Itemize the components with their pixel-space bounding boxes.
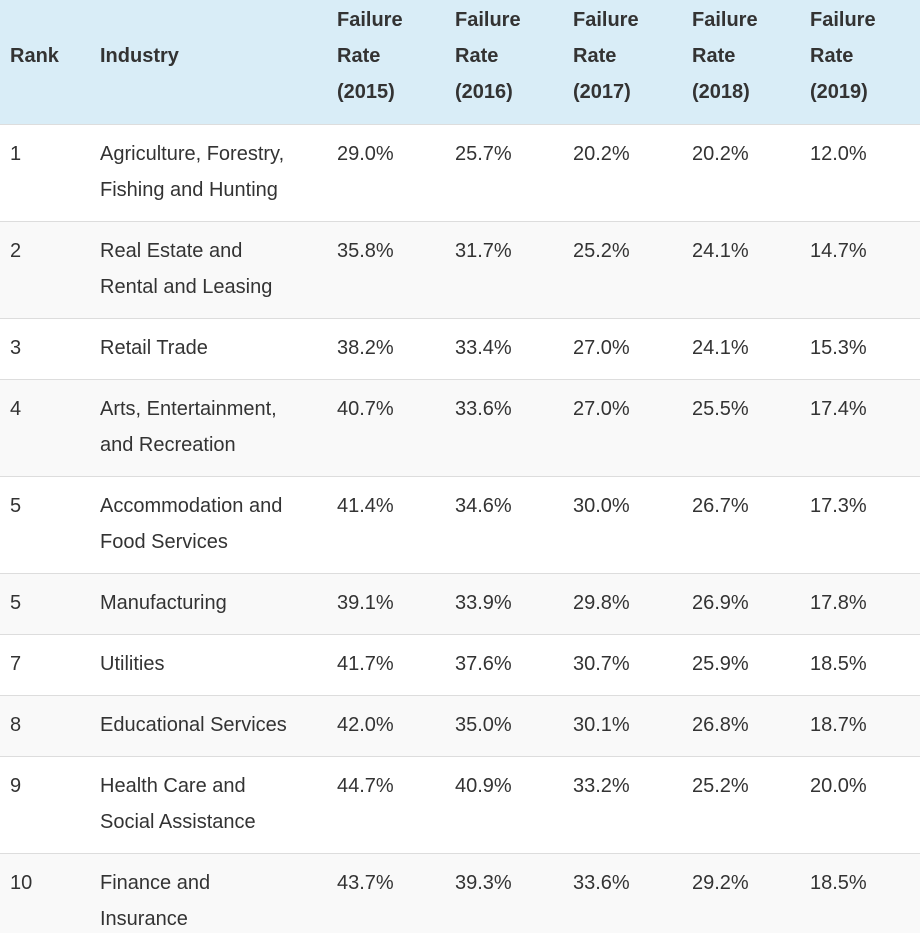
rate-cell: 37.6% [446, 634, 564, 696]
rate-cell: 14.7% [801, 221, 920, 319]
rate-cell: 20.2% [683, 124, 801, 222]
rate-cell: 12.0% [801, 124, 920, 222]
rank-cell: 5 [0, 476, 90, 574]
rate-cell: 24.1% [683, 221, 801, 319]
rank-cell: 3 [0, 318, 90, 380]
rate-cell: 35.0% [446, 695, 564, 757]
industry-cell: Accommodation and Food Services [90, 476, 328, 574]
rank-cell: 1 [0, 124, 90, 222]
rate-cell: 18.7% [801, 695, 920, 757]
rate-cell: 39.1% [328, 573, 446, 635]
table-row: 7 Utilities 41.7% 37.6% 30.7% 25.9% 18.5% [0, 634, 920, 696]
rank-cell: 9 [0, 756, 90, 854]
table-header: Rank Industry Failure Rate (2015) Failure R… [0, 0, 920, 125]
header-row: Rank Industry Failure Rate (2015) Failure R… [0, 0, 920, 125]
rate-cell: 26.8% [683, 695, 801, 757]
header-cell: Failure Rate (2019) [801, 0, 920, 125]
rate-cell: 42.0% [328, 695, 446, 757]
rate-cell: 15.3% [801, 318, 920, 380]
table-body: 1 Agriculture, Forestry, Fishing and Hunt… [0, 124, 920, 933]
industry-cell: Utilities [90, 634, 328, 696]
rate-cell: 25.5% [683, 379, 801, 477]
table-row: 5 Manufacturing 39.1% 33.9% 29.8% 26.9% 17.8% [0, 573, 920, 635]
rate-cell: 18.5% [801, 853, 920, 933]
rate-cell: 33.9% [446, 573, 564, 635]
industry-cell: Health Care and Social Assistance [90, 756, 328, 854]
rate-cell: 39.3% [446, 853, 564, 933]
rate-cell: 25.7% [446, 124, 564, 222]
rate-cell: 30.7% [564, 634, 683, 696]
table-row: 5 Accommodation and Food Services 41.4% 34.… [0, 476, 920, 574]
header-cell: Failure Rate (2015) [328, 0, 446, 125]
rank-cell: 2 [0, 221, 90, 319]
rank-cell: 10 [0, 853, 90, 933]
rate-cell: 17.4% [801, 379, 920, 477]
rate-cell: 33.4% [446, 318, 564, 380]
table-row: 1 Agriculture, Forestry, Fishing and Hunt… [0, 124, 920, 222]
header-cell: Failure Rate (2017) [564, 0, 683, 125]
rank-cell: 7 [0, 634, 90, 696]
rate-cell: 33.6% [446, 379, 564, 477]
rank-cell: 8 [0, 695, 90, 757]
rate-cell: 26.7% [683, 476, 801, 574]
header-cell: Failure Rate (2018) [683, 0, 801, 125]
table-row: 8 Educational Services 42.0% 35.0% 30.1% 26.8… [0, 695, 920, 757]
rate-cell: 17.3% [801, 476, 920, 574]
industry-cell: Retail Trade [90, 318, 328, 380]
rate-cell: 26.9% [683, 573, 801, 635]
table-row: 10 Finance and Insurance 43.7% 39.3% 33.6% 29… [0, 853, 920, 933]
rate-cell: 34.6% [446, 476, 564, 574]
rate-cell: 25.2% [564, 221, 683, 319]
rate-cell: 27.0% [564, 318, 683, 380]
rate-cell: 40.9% [446, 756, 564, 854]
rank-cell: 4 [0, 379, 90, 477]
rate-cell: 35.8% [328, 221, 446, 319]
rate-cell: 17.8% [801, 573, 920, 635]
rate-cell: 25.9% [683, 634, 801, 696]
industry-cell: Finance and Insurance [90, 853, 328, 933]
rate-cell: 41.4% [328, 476, 446, 574]
rate-cell: 29.2% [683, 853, 801, 933]
header-cell: Rank [0, 0, 90, 125]
rate-cell: 29.0% [328, 124, 446, 222]
rate-cell: 43.7% [328, 853, 446, 933]
header-cell: Failure Rate (2016) [446, 0, 564, 125]
table-row: 3 Retail Trade 38.2% 33.4% 27.0% 24.1% 15.3% [0, 318, 920, 380]
rate-cell: 24.1% [683, 318, 801, 380]
industry-cell: Manufacturing [90, 573, 328, 635]
rate-cell: 33.6% [564, 853, 683, 933]
rate-cell: 25.2% [683, 756, 801, 854]
rate-cell: 30.1% [564, 695, 683, 757]
rate-cell: 38.2% [328, 318, 446, 380]
table-row: 4 Arts, Entertainment, and Recreation 40.7… [0, 379, 920, 477]
header-cell: Industry [90, 0, 328, 125]
rate-cell: 44.7% [328, 756, 446, 854]
rate-cell: 33.2% [564, 756, 683, 854]
table-row: 2 Real Estate and Rental and Leasing 35.8%… [0, 221, 920, 319]
rate-cell: 30.0% [564, 476, 683, 574]
industry-cell: Arts, Entertainment, and Recreation [90, 379, 328, 477]
industry-cell: Educational Services [90, 695, 328, 757]
rate-cell: 20.2% [564, 124, 683, 222]
industry-cell: Agriculture, Forestry, Fishing and Hunti… [90, 124, 328, 222]
rate-cell: 29.8% [564, 573, 683, 635]
rate-cell: 27.0% [564, 379, 683, 477]
rate-cell: 41.7% [328, 634, 446, 696]
table-row: 9 Health Care and Social Assistance 44.7% 4… [0, 756, 920, 854]
rate-cell: 20.0% [801, 756, 920, 854]
industry-cell: Real Estate and Rental and Leasing [90, 221, 328, 319]
rate-cell: 18.5% [801, 634, 920, 696]
rank-cell: 5 [0, 573, 90, 635]
rate-cell: 31.7% [446, 221, 564, 319]
rate-cell: 40.7% [328, 379, 446, 477]
